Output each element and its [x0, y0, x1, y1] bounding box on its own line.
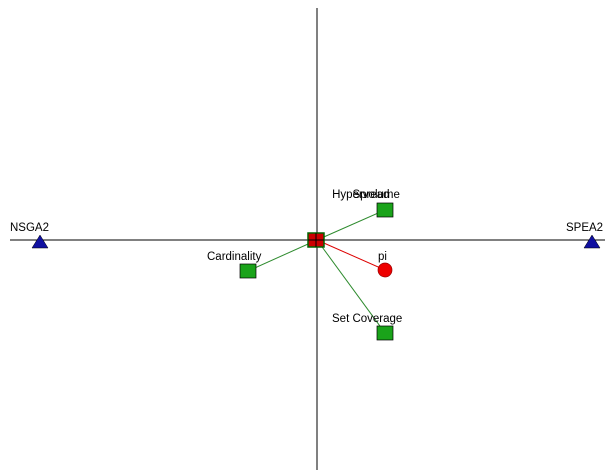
criterion-marker	[376, 202, 394, 218]
criterion-marker	[239, 263, 257, 279]
criterion-line	[316, 209, 386, 241]
criterion-marker	[376, 325, 394, 341]
decision-line	[316, 239, 386, 271]
action-label: SPEA2	[566, 222, 603, 234]
criterion-line	[247, 239, 318, 272]
criterion-label: Cardinality	[207, 251, 262, 263]
criterion-label: Set Coverage	[332, 313, 402, 325]
action-label: NSGA2	[10, 222, 49, 234]
criterion-line	[316, 239, 386, 334]
decision-label: pi	[378, 251, 387, 263]
action-marker	[31, 234, 49, 249]
criterion-label: Hypervolume	[332, 189, 400, 201]
criterion-label: Spread	[352, 189, 389, 201]
action-marker	[583, 234, 601, 249]
decision-marker	[377, 262, 393, 278]
